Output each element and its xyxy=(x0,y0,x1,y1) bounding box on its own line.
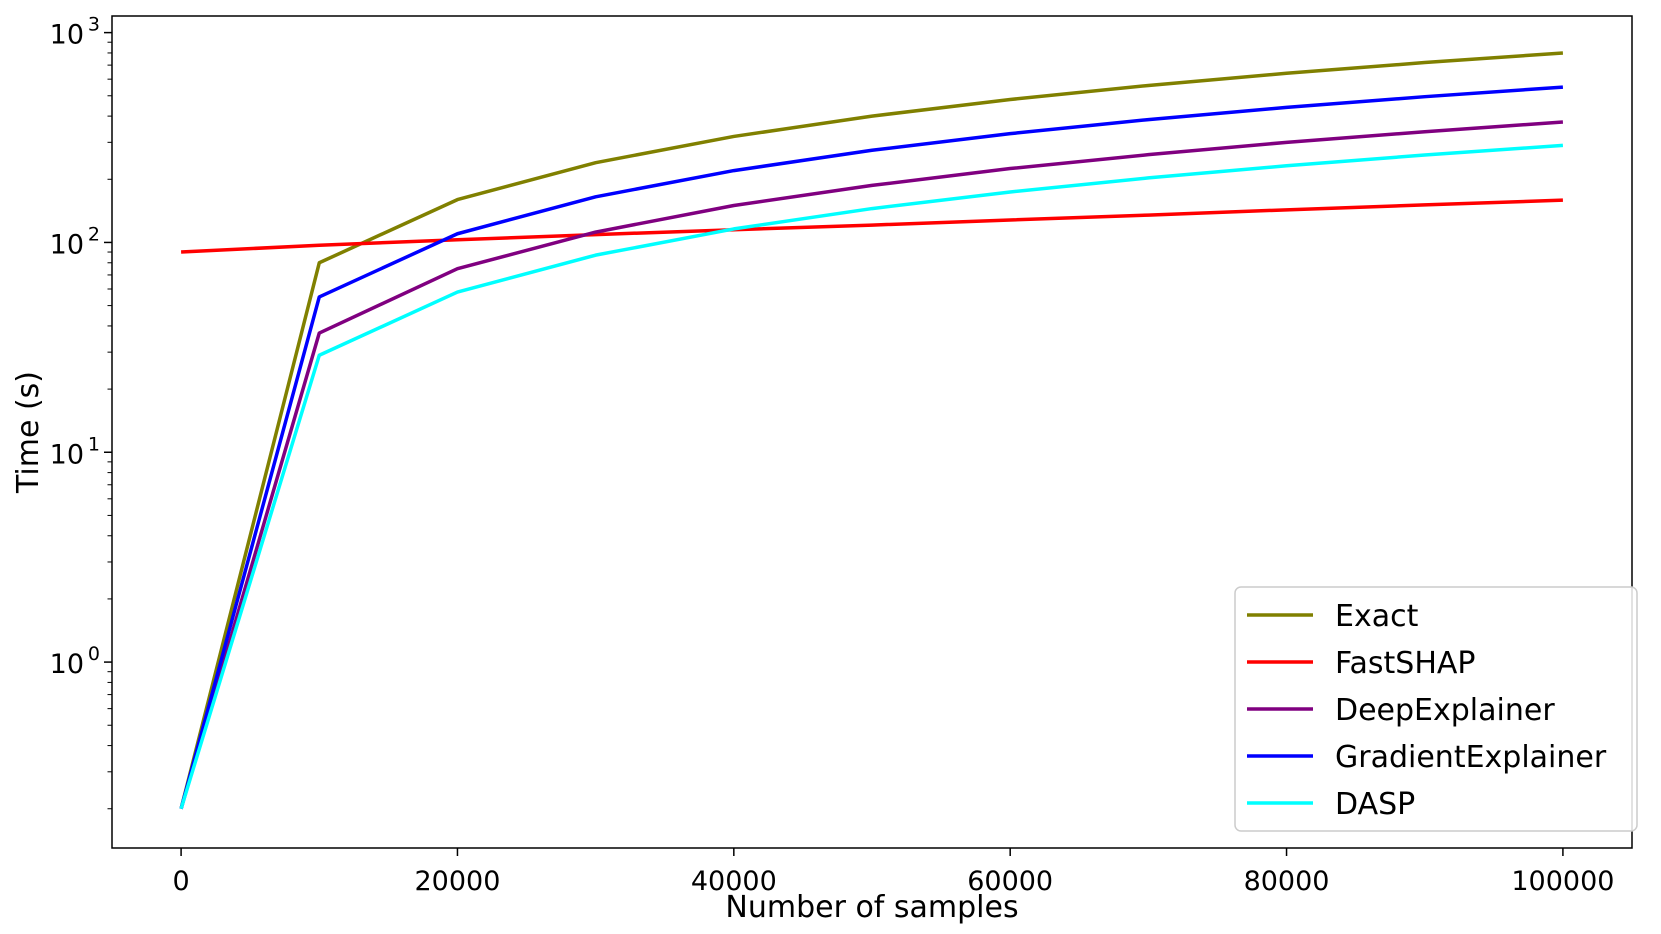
legend-box xyxy=(1234,586,1638,832)
y-tick-exponent: 2 xyxy=(88,223,100,245)
series-line-dasp xyxy=(179,143,1564,810)
series-line-deepexplainer xyxy=(179,120,1564,810)
series-line-exact xyxy=(179,51,1564,810)
x-tick-label: 40000 xyxy=(691,866,777,897)
y-tick-label: 10 xyxy=(50,439,84,470)
legend-label: GradientExplainer xyxy=(1335,740,1607,775)
y-tick-label: 10 xyxy=(50,649,84,680)
series-line-gradientexplainer xyxy=(179,85,1564,810)
y-tick-label: 10 xyxy=(50,20,84,51)
x-tick-label: 20000 xyxy=(415,866,501,897)
series-line-fastshap xyxy=(181,198,1563,254)
legend: Exact FastSHAP DeepExplainer GradientExplai… xyxy=(1234,586,1638,832)
legend-label: DASP xyxy=(1335,787,1415,822)
y-tick-exponent: 3 xyxy=(88,14,100,36)
legend-label: DeepExplainer xyxy=(1335,693,1555,728)
series-layer xyxy=(179,51,1564,810)
x-tick-label: 80000 xyxy=(1244,866,1330,897)
x-axis-label: Number of samples xyxy=(725,890,1018,925)
plot-area-frame xyxy=(111,15,1633,849)
y-axis-label: Time (s) xyxy=(11,371,46,494)
legend-label: FastSHAP xyxy=(1335,646,1476,681)
x-axis-ticks: 0 20000 40000 60000 80000 100000 xyxy=(172,848,1614,897)
legend-label: Exact xyxy=(1335,599,1419,634)
x-tick-label: 100000 xyxy=(1511,866,1614,897)
y-tick-exponent: 0 xyxy=(88,643,100,665)
y-tick-label: 10 xyxy=(50,229,84,260)
x-tick-label: 0 xyxy=(172,866,189,897)
y-tick-exponent: 1 xyxy=(88,433,100,455)
x-tick-label: 60000 xyxy=(967,866,1053,897)
